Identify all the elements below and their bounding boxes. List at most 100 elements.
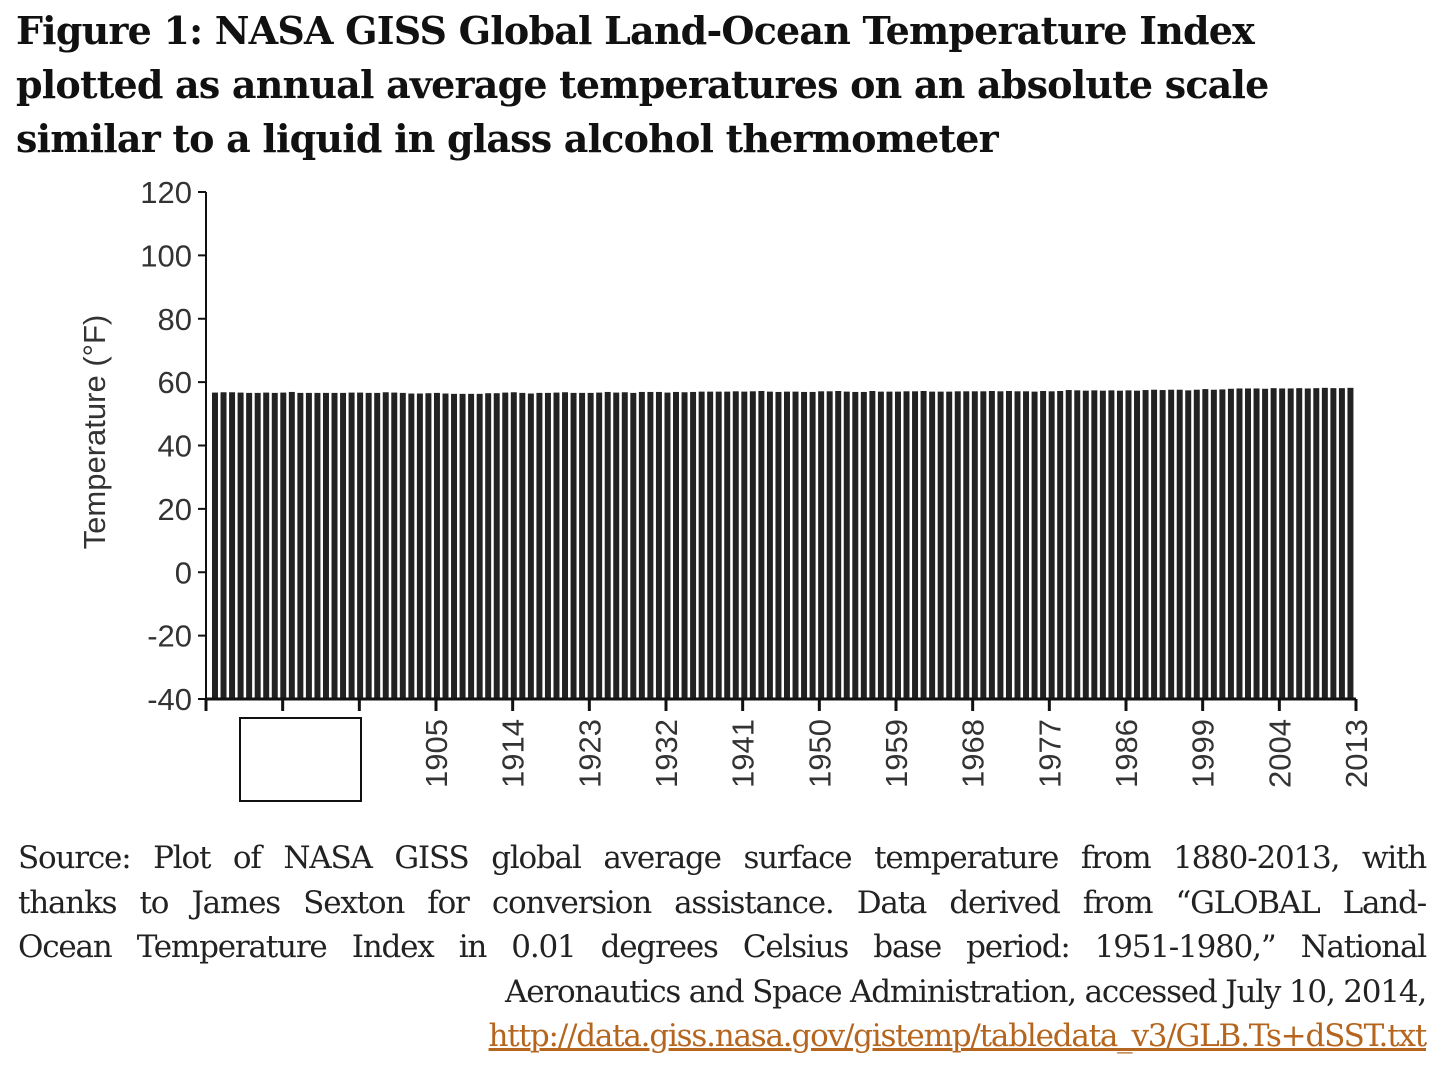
source-line: thanks to James Sexton for conversion as… [18,884,1427,921]
temperature-bar [801,391,808,699]
temperature-bar [271,392,278,699]
temperature-bar [749,391,756,699]
temperature-bar [212,392,218,699]
temperature-bar [1279,388,1286,699]
x-tick-label: 1923 [572,719,607,788]
temperature-bar [1014,391,1021,699]
temperature-bar [741,391,748,699]
temperature-bar [1210,389,1217,699]
temperature-bar [519,392,526,699]
y-tick-label: 60 [158,365,192,400]
temperature-bar [220,392,227,699]
temperature-bar [1330,388,1337,699]
x-tick-label: 2004 [1262,719,1297,788]
temperature-bar [894,391,901,699]
temperature-bar [775,391,782,699]
temperature-bar [758,391,765,699]
temperature-bar [1185,390,1192,699]
temperature-bar [1005,391,1012,699]
temperature-bar [596,392,603,699]
temperature-bar [331,392,338,699]
temperature-bar [963,391,970,699]
temperature-bar [237,392,244,699]
temperature-bar [305,392,312,699]
temperature-bar [442,393,449,699]
temperature-bar [1074,390,1081,699]
figure-title-line: plotted as annual average temperatures o… [16,62,1269,107]
temperature-bar [1202,389,1209,699]
x-tick-label: 1977 [1032,719,1067,788]
temperature-bar [1262,388,1269,699]
temperature-bar [792,391,799,699]
temperature-bar [621,392,628,699]
temperature-bar [468,393,475,699]
temperature-bar [673,391,679,699]
temperature-bar [903,391,910,699]
temperature-bar [732,391,739,699]
temperature-bar [1253,388,1260,699]
source-link-line: http://data.giss.nasa.gov/gistemp/tabled… [18,1014,1428,1059]
temperature-bar [912,391,919,699]
temperature-bar [1321,387,1328,699]
temperature-bar [1142,390,1149,699]
temperature-bar [263,392,270,699]
temperature-bar [553,392,560,699]
source-line: Source: Plot of NASA GISS global average… [18,840,1427,876]
temperature-bar [485,393,492,699]
bars-group [212,387,1354,699]
temperature-bar [1048,391,1055,699]
temperature-bar [527,393,534,699]
temperature-bar [826,391,833,699]
temperature-bar [399,392,406,699]
temperature-bar [451,393,458,699]
temperature-bar [1176,389,1183,699]
temperature-bar [374,392,381,699]
temperature-bar [322,392,329,699]
temperature-bar [1219,389,1226,699]
temperature-bar [425,393,432,699]
temperature-bar [929,391,936,699]
temperature-bar [937,391,944,699]
temperature-bar [229,392,236,699]
x-tick-label: 1914 [496,719,531,788]
source-link[interactable]: http://data.giss.nasa.gov/gistemp/tabled… [488,1018,1428,1054]
x-tick-label: 1932 [649,719,684,788]
temperature-bar [1125,390,1132,699]
y-tick-label: 120 [140,175,192,210]
x-tick-label: 1941 [726,719,761,788]
temperature-bar [1023,391,1030,699]
temperature-bar [920,391,927,699]
temperature-bar [536,392,543,699]
temperature-bar [1151,389,1158,699]
temperature-bar [664,392,671,699]
y-tick-label: 80 [158,302,192,337]
temperature-bar [254,392,261,699]
temperature-bar [510,392,517,699]
temperature-bar [809,391,816,699]
x-tick-label: 1999 [1186,719,1221,788]
temperature-bar [630,392,637,699]
x-tick-label: 1986 [1109,719,1144,788]
temperature-bar [1057,391,1064,699]
temperature-bar [886,391,893,699]
temperature-bar [1040,391,1047,699]
x-tick-label: 1959 [879,719,914,788]
figure-title-line: Figure 1: NASA GISS Global Land-Ocean Te… [16,8,1255,53]
temperature-bar [1134,390,1141,699]
temperature-bar [1227,388,1234,699]
temperature-bar [954,391,961,699]
y-tick-label: 100 [140,238,192,273]
temperature-bar [1236,388,1243,699]
temperature-bar [357,392,364,699]
temperature-bar [416,393,423,699]
temperature-bar [1270,388,1277,699]
temperature-bar [246,392,253,699]
temperature-bar [818,391,825,699]
temperature-bar [604,391,611,699]
figure-title: Figure 1: NASA GISS Global Land-Ocean Te… [16,4,1436,166]
temperature-bar [613,392,620,699]
y-tick-label: 40 [158,429,192,464]
temperature-bar [314,392,321,699]
temperature-bar [459,393,466,699]
temperature-bar [502,392,509,699]
